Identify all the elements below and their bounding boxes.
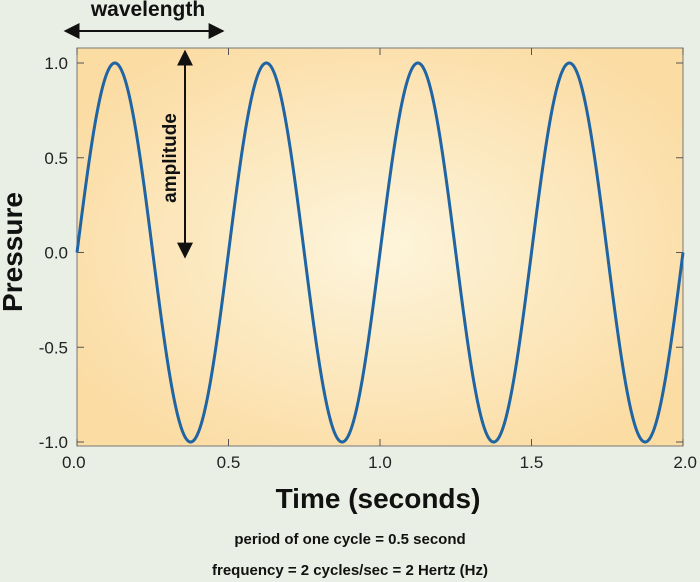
- period-caption: period of one cycle = 0.5 second: [234, 531, 466, 548]
- wavelength-label: wavelength: [90, 0, 205, 21]
- y-tick-label: 0.0: [44, 244, 68, 263]
- y-tick-label: 1.0: [44, 54, 68, 73]
- x-tick-label: 0.5: [217, 453, 241, 472]
- x-tick-label: 1.0: [368, 453, 392, 472]
- tick-labels: 0.0 0.5 1.0 1.5 2.0 1.0 0.5 0.0 -0.5 -1.0: [39, 54, 697, 472]
- amplitude-label: amplitude: [160, 113, 181, 203]
- frequency-caption: frequency = 2 cycles/sec = 2 Hertz (Hz): [212, 562, 488, 579]
- x-axis-title: Time (seconds): [276, 483, 481, 514]
- y-tick-label: 0.5: [44, 149, 68, 168]
- y-tick-label: -1.0: [39, 433, 68, 452]
- y-tick-label: -0.5: [39, 338, 68, 357]
- x-tick-label: 1.5: [520, 453, 544, 472]
- sine-wave-series: [75, 61, 685, 444]
- axis-ticks: [76, 48, 684, 446]
- y-axis-title: Pressure: [0, 192, 28, 312]
- x-tick-label: 0.0: [62, 453, 86, 472]
- x-tick-label: 2.0: [673, 453, 697, 472]
